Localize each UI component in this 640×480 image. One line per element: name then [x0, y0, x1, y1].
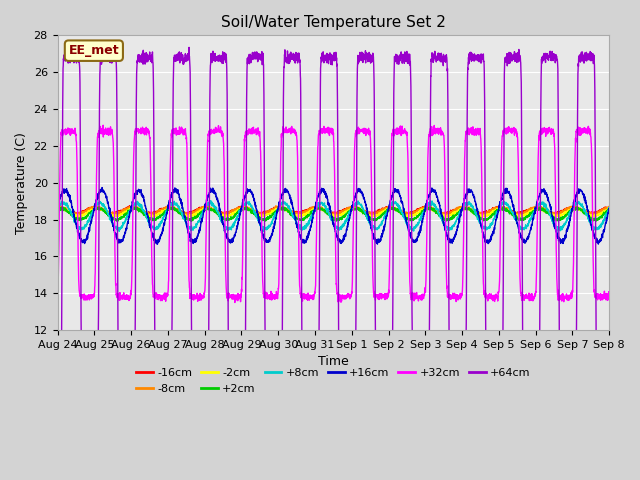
-2cm	[240, 204, 248, 210]
Line: +16cm: +16cm	[58, 188, 609, 244]
+16cm	[98, 185, 106, 191]
-16cm	[116, 209, 124, 215]
-2cm	[150, 213, 157, 218]
-2cm	[595, 211, 602, 216]
+32cm	[289, 128, 297, 134]
-16cm	[536, 206, 543, 212]
+8cm	[266, 223, 273, 229]
+2cm	[266, 215, 273, 221]
-2cm	[536, 205, 543, 211]
+32cm	[116, 297, 124, 303]
-2cm	[54, 205, 61, 211]
+8cm	[605, 207, 613, 213]
+64cm	[536, 356, 543, 362]
-8cm	[289, 210, 297, 216]
+2cm	[536, 206, 543, 212]
-16cm	[125, 203, 133, 208]
-8cm	[116, 210, 124, 216]
-2cm	[116, 211, 124, 217]
+64cm	[595, 365, 602, 371]
+8cm	[54, 204, 61, 210]
Line: +64cm: +64cm	[58, 48, 609, 379]
-8cm	[54, 204, 61, 210]
+32cm	[150, 294, 157, 300]
+16cm	[154, 241, 161, 247]
+2cm	[500, 204, 508, 210]
+64cm	[149, 66, 157, 72]
+2cm	[116, 215, 124, 220]
+8cm	[207, 198, 214, 204]
+8cm	[149, 223, 157, 229]
+32cm	[536, 130, 543, 136]
+32cm	[54, 292, 61, 298]
+16cm	[605, 206, 613, 212]
-8cm	[164, 203, 172, 208]
Y-axis label: Temperature (C): Temperature (C)	[15, 132, 28, 234]
-8cm	[605, 204, 613, 210]
X-axis label: Time: Time	[318, 355, 349, 369]
+16cm	[595, 238, 602, 244]
-8cm	[442, 212, 450, 218]
+32cm	[266, 292, 273, 298]
+2cm	[289, 213, 297, 219]
+8cm	[595, 225, 602, 230]
+2cm	[114, 218, 122, 224]
-16cm	[150, 211, 157, 217]
Line: -8cm: -8cm	[58, 205, 609, 215]
-8cm	[149, 210, 157, 216]
+16cm	[150, 235, 157, 240]
+16cm	[536, 193, 543, 199]
+8cm	[260, 228, 268, 234]
Legend: -16cm, -8cm, -2cm, +2cm, +8cm, +16cm, +32cm, +64cm: -16cm, -8cm, -2cm, +2cm, +8cm, +16cm, +3…	[132, 364, 535, 398]
+8cm	[116, 225, 124, 230]
Line: -16cm: -16cm	[58, 205, 609, 215]
-16cm	[289, 210, 297, 216]
+32cm	[605, 291, 613, 297]
-16cm	[605, 204, 613, 209]
+64cm	[605, 368, 613, 374]
-2cm	[605, 206, 613, 212]
-16cm	[595, 210, 602, 216]
+64cm	[185, 45, 193, 50]
Line: +8cm: +8cm	[58, 201, 609, 231]
+32cm	[99, 122, 107, 128]
+32cm	[595, 295, 602, 301]
+64cm	[116, 365, 124, 371]
Line: +32cm: +32cm	[58, 125, 609, 302]
+8cm	[536, 200, 543, 206]
Title: Soil/Water Temperature Set 2: Soil/Water Temperature Set 2	[221, 15, 446, 30]
-2cm	[73, 215, 81, 220]
-2cm	[289, 213, 297, 218]
+2cm	[150, 217, 157, 223]
+64cm	[54, 372, 61, 378]
+64cm	[410, 376, 417, 382]
-16cm	[438, 212, 446, 218]
+64cm	[289, 54, 297, 60]
-8cm	[266, 209, 273, 215]
+16cm	[116, 239, 124, 244]
-16cm	[266, 207, 273, 213]
+2cm	[605, 208, 613, 214]
+64cm	[266, 373, 273, 379]
+2cm	[595, 216, 602, 222]
-16cm	[54, 205, 61, 211]
-2cm	[266, 211, 273, 217]
Line: +2cm: +2cm	[58, 207, 609, 221]
-8cm	[536, 204, 543, 210]
+16cm	[266, 236, 273, 242]
+16cm	[54, 204, 61, 210]
-8cm	[595, 208, 602, 214]
+16cm	[289, 205, 297, 211]
+8cm	[289, 214, 297, 220]
+2cm	[54, 204, 61, 210]
Line: -2cm: -2cm	[58, 207, 609, 217]
Text: EE_met: EE_met	[68, 44, 119, 57]
+32cm	[231, 300, 239, 305]
